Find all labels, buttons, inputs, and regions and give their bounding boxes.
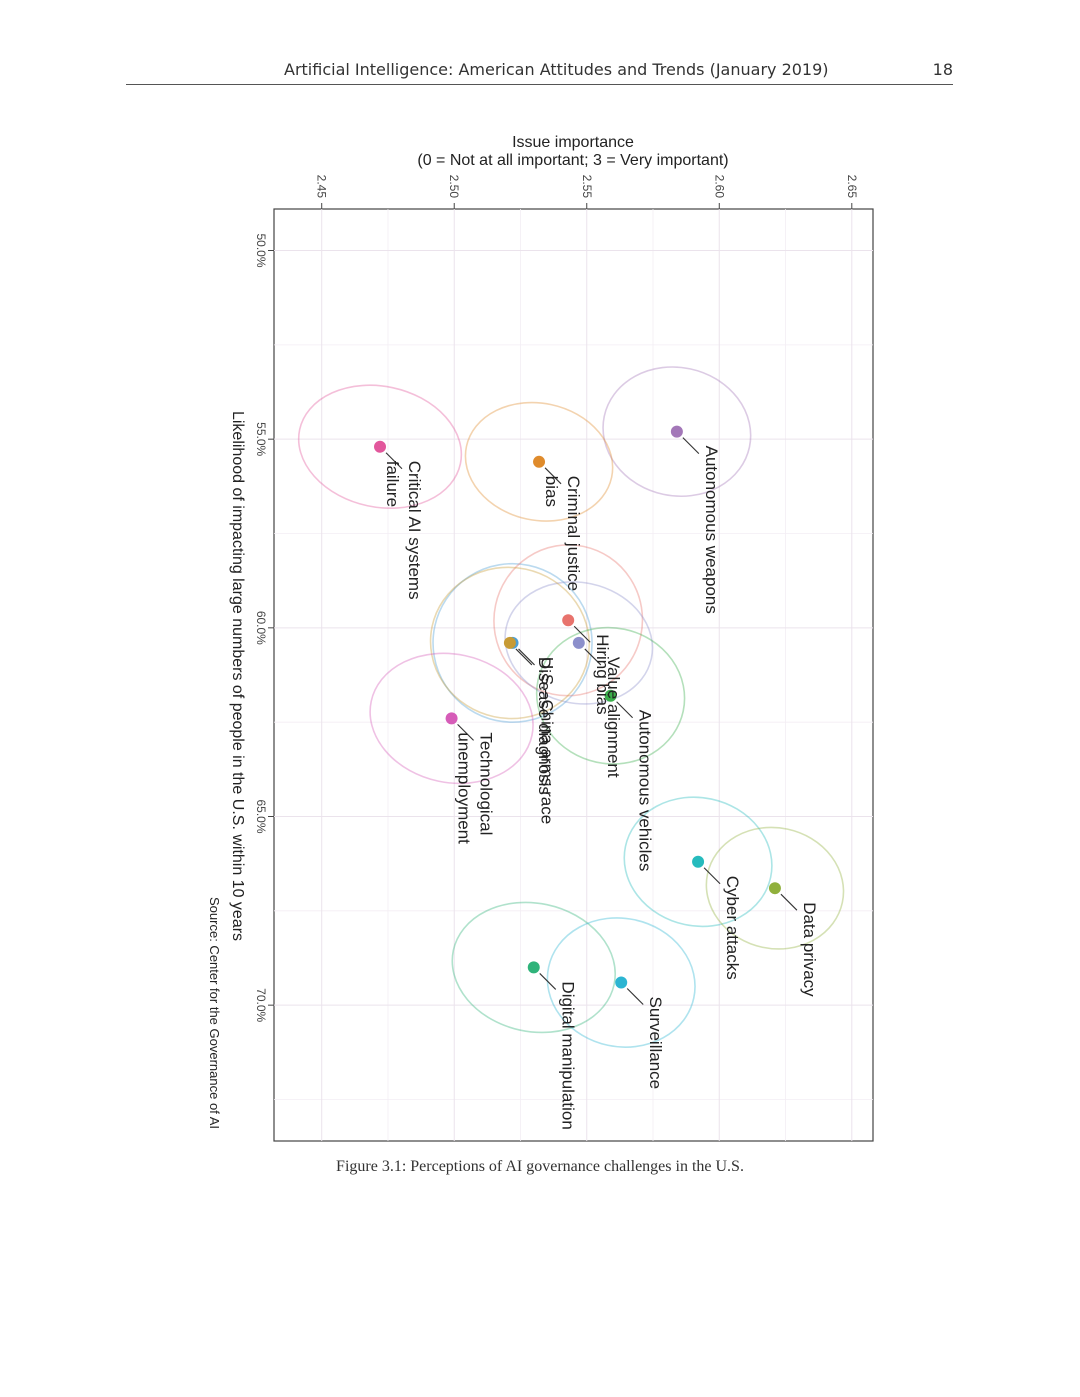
data-label: Technological: [477, 732, 496, 835]
leader-line: [616, 701, 633, 719]
confidence-ellipse: [493, 544, 644, 697]
y-tick-label: 65.0%: [254, 799, 268, 833]
confidence-ellipse: [464, 401, 614, 522]
leader-line: [544, 467, 562, 485]
confidence-ellipse: [369, 652, 534, 785]
data-label: Autonomous weapons: [702, 446, 721, 614]
data-point: [615, 976, 628, 989]
y-tick-label: 70.0%: [254, 988, 268, 1022]
leader-line: [385, 452, 403, 470]
y-axis-ticks: 50.0% 55.0% 60.0% 65.0% 70.0%: [254, 233, 274, 1023]
data-label: Value alignment: [604, 657, 623, 778]
data-point: [527, 961, 540, 974]
data-label: bias: [542, 476, 561, 507]
leader-line: [584, 648, 602, 666]
data-label: Disease diagnosis: [535, 657, 554, 795]
data-point: [562, 614, 575, 627]
data-label: failure: [383, 461, 402, 507]
source-note: Source: Center for the Governance of AI: [207, 897, 222, 1129]
confidence-ellipse: [429, 566, 591, 720]
x-tick-label: 2.65: [845, 175, 859, 199]
x-axis-title: Issue importance: [512, 134, 634, 151]
y-axis-title: Likelihood of impacting large numbers of…: [229, 411, 246, 941]
y-tick-label: 50.0%: [254, 233, 268, 267]
x-tick-label: 2.45: [315, 175, 329, 199]
confidence-ellipse: [602, 366, 752, 498]
confidence-ellipse: [451, 901, 617, 1034]
leader-line: [703, 867, 721, 885]
header-title: Artificial Intelligence: American Attitu…: [284, 60, 829, 79]
data-label: Surveillance: [646, 997, 665, 1090]
leader-line: [780, 893, 798, 911]
data-label: Data privacy: [800, 902, 819, 997]
data-point: [768, 882, 781, 895]
data-point: [604, 689, 617, 702]
x-axis-ticks: 2.45 2.50 2.55 2.60 2.65: [315, 175, 859, 209]
data-label: U.S.–China arms race: [538, 657, 557, 824]
confidence-ellipse: [705, 826, 845, 950]
x-tick-label: 2.50: [447, 175, 461, 199]
leader-line: [539, 973, 557, 990]
data-label: Hiring bias: [593, 634, 612, 714]
data-label: unemployment: [455, 732, 474, 844]
data-label: Autonomous vehicles: [636, 710, 655, 872]
data-label: Criminal justice: [564, 476, 583, 591]
data-point: [670, 425, 683, 438]
x-tick-label: 2.55: [580, 175, 594, 199]
x-axis-subtitle: (0 = Not at all important; 3 = Very impo…: [417, 152, 728, 169]
data-point: [374, 440, 387, 453]
y-tick-label: 60.0%: [254, 611, 268, 645]
page-header: Artificial Intelligence: American Attitu…: [126, 56, 953, 85]
data-label: Cyber attacks: [723, 876, 742, 980]
confidence-ellipse: [623, 796, 773, 928]
leader-line: [518, 648, 535, 666]
confidence-ellipse: [535, 626, 686, 765]
x-tick-label: 2.60: [712, 175, 726, 199]
grid-lines: [274, 209, 873, 1141]
confidence-ellipses: [297, 366, 845, 1048]
label-leader-lines: [385, 437, 798, 1005]
confidence-ellipse: [432, 562, 593, 723]
data-point: [503, 636, 516, 649]
data-point: [572, 636, 585, 649]
data-point: [533, 455, 546, 468]
page-number: 18: [932, 60, 953, 79]
leader-line: [626, 988, 644, 1005]
data-label: Critical AI systems: [405, 461, 424, 600]
confidence-ellipse: [504, 581, 654, 705]
data-point: [692, 855, 705, 868]
confidence-ellipse: [546, 917, 696, 1048]
leader-line: [682, 437, 700, 455]
confidence-ellipse: [297, 384, 463, 509]
data-points: [374, 425, 781, 989]
leader-line: [457, 724, 474, 741]
leader-line: [515, 648, 533, 666]
data-label: Digital manipulation: [559, 981, 578, 1129]
y-tick-label: 55.0%: [254, 422, 268, 456]
plot-frame: [273, 208, 874, 1142]
data-point: [445, 712, 458, 725]
leader-line: [573, 625, 591, 643]
figure-caption: Figure 3.1: Perceptions of AI governance…: [336, 1158, 744, 1175]
